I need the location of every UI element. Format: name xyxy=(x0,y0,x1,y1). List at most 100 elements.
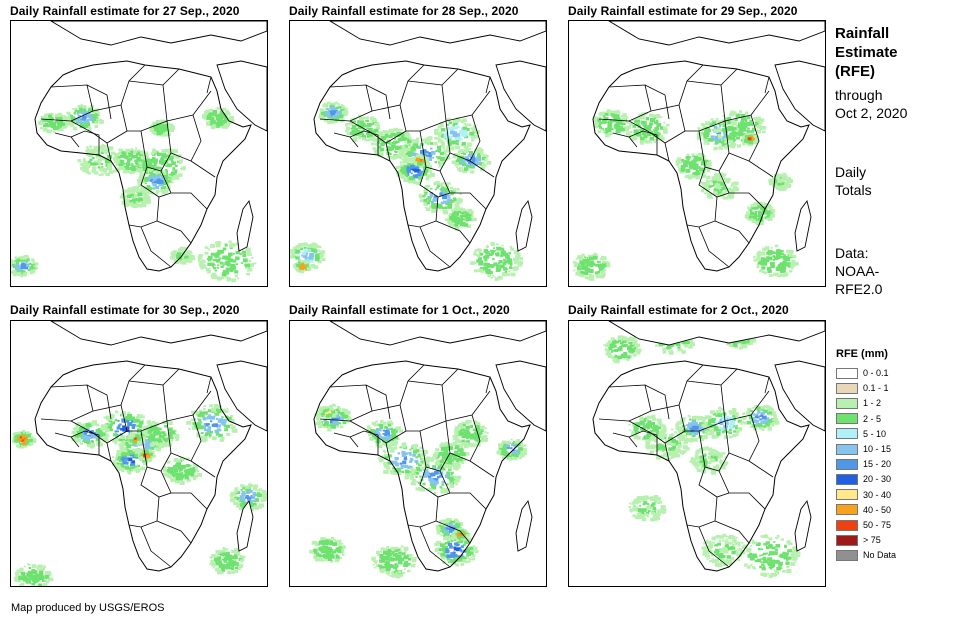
text-line: Totals xyxy=(835,182,872,198)
arabian-peninsula-outline xyxy=(495,60,546,132)
legend-label: > 75 xyxy=(863,535,881,546)
legend-label: 10 - 15 xyxy=(863,444,892,454)
legend-label: 5 - 10 xyxy=(863,428,887,439)
rainfall-pattern xyxy=(309,403,527,579)
coastline xyxy=(592,60,810,272)
rainfall-map-panel xyxy=(10,320,268,587)
text-line: RFE2.0 xyxy=(835,281,883,297)
europe-outline xyxy=(608,21,825,46)
text-line: Daily xyxy=(835,164,867,180)
rainfall-pattern xyxy=(11,103,257,283)
legend-swatch xyxy=(836,428,858,440)
country-borders xyxy=(319,364,495,568)
legend-swatch xyxy=(836,489,858,501)
legend-item: 10 - 15 xyxy=(836,443,891,455)
europe-outline xyxy=(329,21,546,46)
legend-label: No Data xyxy=(863,550,897,561)
legend-item: 0.1 - 1 xyxy=(836,382,889,394)
title-line: Rainfall xyxy=(835,25,890,42)
legend-label: 30 - 40 xyxy=(863,489,892,500)
madagascar-outline xyxy=(794,199,812,252)
africa-landmass xyxy=(314,361,530,571)
map-series-title: Rainfall Estimate (RFE) xyxy=(835,24,898,81)
africa-rainfall-map xyxy=(592,321,825,579)
legend-swatch xyxy=(836,367,858,379)
legend-label: 0 - 0.1 xyxy=(863,368,889,378)
rainfall-map-panel xyxy=(568,20,826,287)
arabian-peninsula-outline xyxy=(495,360,546,432)
arabian-peninsula-outline xyxy=(216,360,267,432)
legend-swatch xyxy=(836,473,858,485)
text-line: NOAA- xyxy=(835,263,880,279)
legend-label: 15 - 20 xyxy=(863,459,892,470)
rainfall-map-panel xyxy=(568,320,826,587)
legend-label: 50 - 75 xyxy=(863,520,892,530)
date-range-text: through Oct 2, 2020 xyxy=(835,86,907,122)
legend-swatch xyxy=(836,458,858,470)
legend-item: 0 - 0.1 xyxy=(836,367,889,379)
madagascar-outline xyxy=(236,499,254,552)
legend-swatch xyxy=(836,519,858,531)
arabian-peninsula-outline xyxy=(774,360,825,432)
legend-label: 2 - 5 xyxy=(863,413,882,424)
europe-outline xyxy=(608,321,825,346)
madagascar-outline xyxy=(515,499,533,552)
panel-title: Daily Rainfall estimate for 28 Sep., 202… xyxy=(289,4,519,18)
rainfall-pattern xyxy=(12,404,267,586)
africa-rainfall-map xyxy=(309,321,546,579)
madagascar-outline xyxy=(236,199,254,252)
coastline xyxy=(313,60,531,272)
legend-swatch xyxy=(836,549,858,561)
coastline xyxy=(313,360,531,572)
africa-landmass xyxy=(593,61,809,271)
legend-swatch xyxy=(836,443,858,455)
europe-outline xyxy=(329,321,546,346)
country-borders xyxy=(40,64,216,268)
legend-label: 40 - 50 xyxy=(863,504,892,515)
text-line: Oct 2, 2020 xyxy=(835,105,908,121)
madagascar-outline xyxy=(515,199,533,252)
arabian-peninsula-outline xyxy=(774,60,825,132)
data-source-text: Data: NOAA- RFE2.0 xyxy=(835,244,882,298)
legend-item: 20 - 30 xyxy=(836,473,891,485)
africa-rainfall-map xyxy=(572,21,825,281)
panel-title: Daily Rainfall estimate for 27 Sep., 202… xyxy=(10,4,240,18)
coastline xyxy=(592,360,810,572)
madagascar-outline xyxy=(794,499,812,552)
legend-label: 20 - 30 xyxy=(863,474,892,485)
panel-title: Daily Rainfall estimate for 30 Sep., 202… xyxy=(10,303,240,317)
rainfall-map-panel xyxy=(10,20,268,287)
rainfall-map-panel xyxy=(289,320,547,587)
country-borders xyxy=(319,64,495,268)
country-borders xyxy=(598,364,774,568)
legend-item: 30 - 40 xyxy=(836,489,891,501)
panel-title: Daily Rainfall estimate for 2 Oct., 2020 xyxy=(568,303,789,317)
legend-label: 1 - 2 xyxy=(863,398,882,409)
africa-rainfall-map xyxy=(12,321,267,586)
africa-rainfall-map xyxy=(290,21,546,281)
legend-label: 0.1 - 1 xyxy=(863,383,889,394)
text-line: through xyxy=(835,87,883,103)
legend-item: > 75 xyxy=(836,534,881,546)
africa-landmass xyxy=(593,361,809,571)
legend-item: 2 - 5 xyxy=(836,413,881,425)
title-line: Estimate xyxy=(835,44,898,61)
legend-item: 15 - 20 xyxy=(836,458,891,470)
panel-title: Daily Rainfall estimate for 29 Sep., 202… xyxy=(568,4,798,18)
africa-landmass xyxy=(35,361,251,571)
rainfall-map-panel xyxy=(289,20,547,287)
country-borders xyxy=(598,64,774,268)
text-line: Data: xyxy=(835,245,869,261)
totals-type-text: Daily Totals xyxy=(835,163,872,199)
country-borders xyxy=(40,364,216,568)
rainfall-pattern xyxy=(290,101,524,281)
legend-item: 50 - 75 xyxy=(836,519,891,531)
legend-swatch xyxy=(836,413,858,425)
credit-footer: Map produced by USGS/EROS xyxy=(11,602,165,614)
legend-swatch xyxy=(836,397,858,409)
panel-title: Daily Rainfall estimate for 1 Oct., 2020 xyxy=(289,303,510,317)
legend-swatch xyxy=(836,382,858,394)
legend-item: 5 - 10 xyxy=(836,428,886,440)
legend-item: 40 - 50 xyxy=(836,504,891,516)
legend-item: No Data xyxy=(836,549,896,561)
